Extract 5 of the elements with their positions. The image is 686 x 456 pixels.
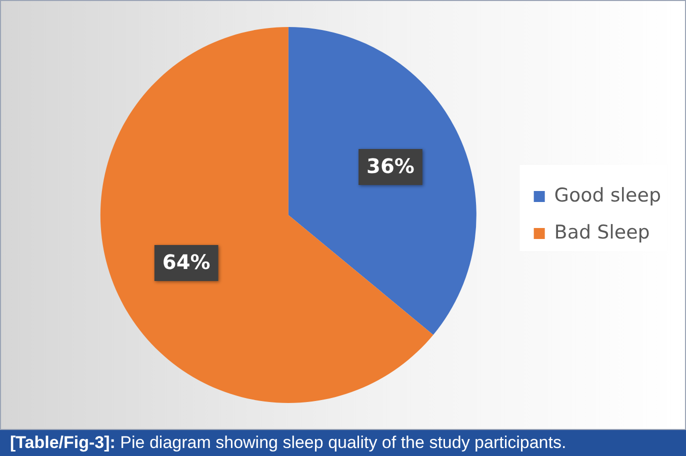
data-label: 36% bbox=[366, 154, 414, 178]
text: [Table/Fig-3]: Pie diagram showing sleep quality of the study participants. bbox=[0, 430, 686, 456]
data-label: 64% bbox=[162, 250, 210, 274]
legend-label: Good sleep bbox=[554, 184, 662, 206]
legend-label: Bad Sleep bbox=[554, 221, 650, 244]
